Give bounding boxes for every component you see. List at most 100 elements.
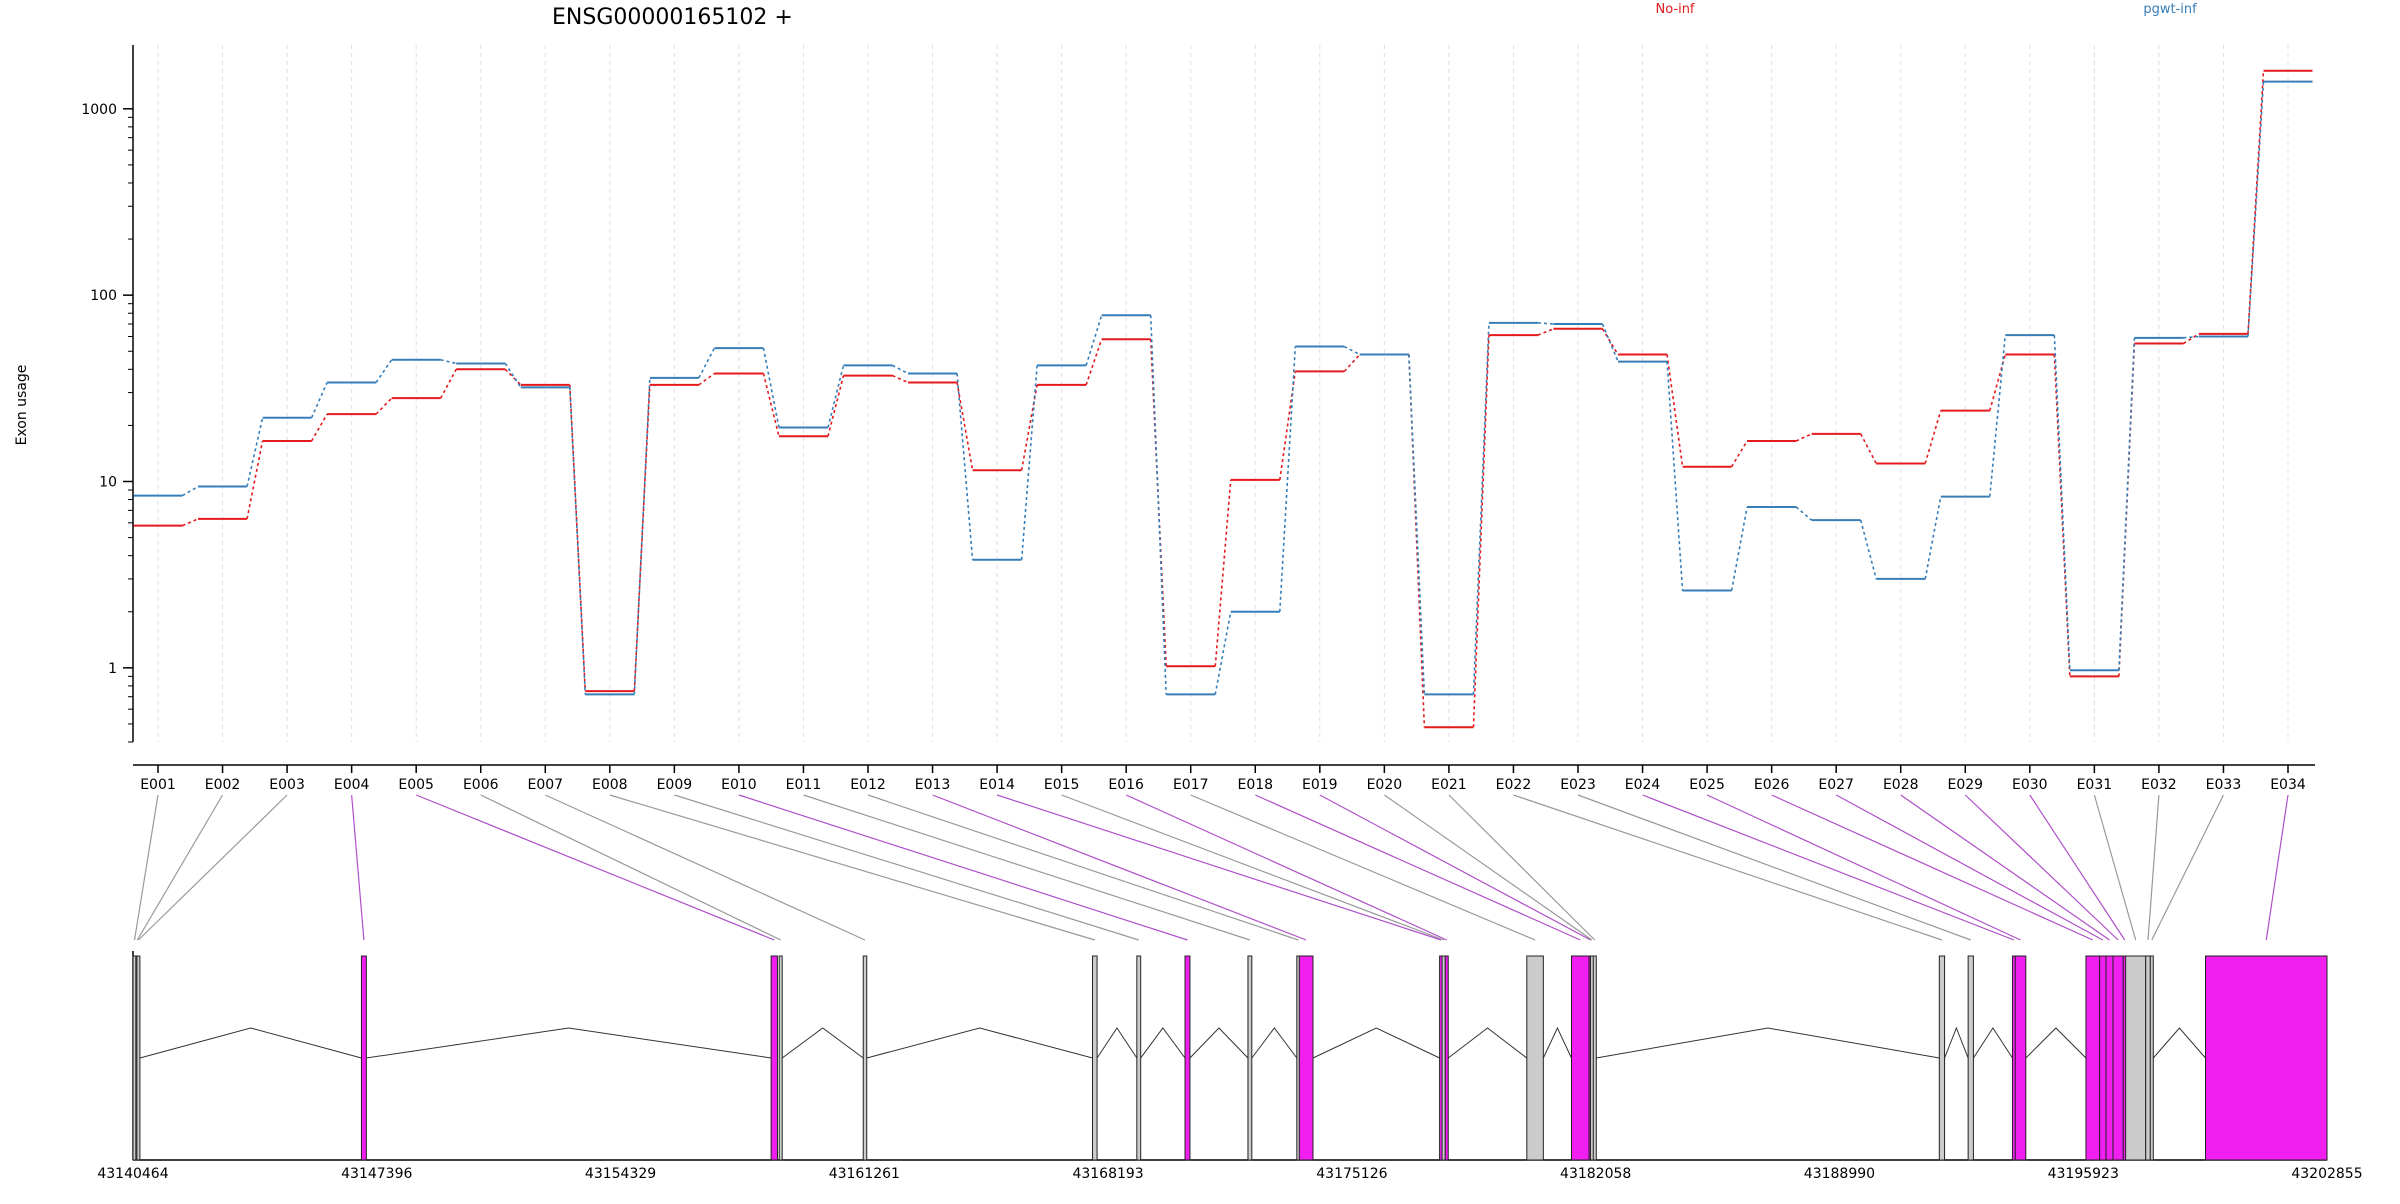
x-tick-label: E017 (1173, 777, 1209, 793)
intron-line (781, 1027, 864, 1059)
intron-line (1312, 1027, 1440, 1059)
exon-box-e018 (1570, 955, 1590, 1161)
x-tick-label: E027 (1818, 777, 1854, 793)
connector-e016 (1125, 794, 1447, 941)
connector-e003 (137, 794, 288, 941)
connector-e034 (2265, 794, 2289, 941)
connector-e008 (609, 794, 1095, 941)
connector-e019 (1319, 794, 1591, 941)
x-tick-label: E032 (2141, 777, 2177, 793)
intron-line (1944, 1026, 1969, 1059)
intron-line (1140, 1027, 1186, 1059)
connector-e017 (1190, 794, 1536, 941)
x-tick-label: E008 (592, 777, 628, 793)
x-tick-label: E030 (2012, 777, 2048, 793)
transition-line (633, 377, 651, 695)
connector-e012 (867, 794, 1299, 941)
x-tick-label: E003 (269, 777, 305, 793)
genomic-tick-label: 43140464 (97, 1166, 168, 1182)
series-pgwt-inf (133, 80, 2313, 696)
exon-box-e006 (778, 955, 783, 1161)
x-tick-label: E034 (2270, 777, 2306, 793)
exon-box-e021 (1592, 955, 1597, 1161)
x-tick-label: E020 (1367, 777, 1403, 793)
genomic-tick-label: 43154329 (585, 1166, 656, 1182)
connector-e025 (1706, 794, 2021, 941)
exon-box-e017 (1526, 955, 1544, 1161)
transition-line (1214, 611, 1232, 695)
x-tick-label: E015 (1044, 777, 1080, 793)
intron-line (1189, 1027, 1249, 1059)
intron-line (1972, 1027, 2013, 1059)
transition-line (1795, 433, 1812, 442)
exon-box-e033 (2149, 955, 2154, 1161)
connector-e013 (932, 794, 1307, 941)
x-tick-label: E033 (2206, 777, 2242, 793)
genomic-tick-label: 43175126 (1316, 1166, 1387, 1182)
intron-line (139, 1027, 362, 1059)
transition-line (1730, 506, 1748, 591)
x-tick-label: E031 (2077, 777, 2113, 793)
exon-box-e029 (2112, 955, 2124, 1161)
x-tick-label: E024 (1625, 777, 1661, 793)
transition-line (375, 359, 393, 383)
exon-box-e026 (2085, 955, 2101, 1161)
connector-e014 (996, 794, 1442, 941)
transition-line (1085, 338, 1103, 386)
transition-line (892, 374, 909, 384)
x-tick-label: E019 (1302, 777, 1338, 793)
genomic-tick-label: 43161261 (829, 1166, 900, 1182)
chart-title: ENSG00000165102 + (552, 5, 793, 30)
connector-e023 (1577, 794, 1971, 941)
transition-line (827, 375, 845, 437)
transition-line (440, 368, 457, 399)
transition-line (2183, 335, 2199, 339)
gene-model: 43140464 43147396 43154329 43161261 43168193… (97, 951, 2363, 1182)
exon-box-e027 (2099, 955, 2107, 1161)
x-tick-label: E001 (140, 777, 176, 793)
transition-line (182, 485, 199, 497)
connector-e020 (1384, 794, 1593, 941)
connector-e027 (1835, 794, 2104, 941)
exon-box-e009 (1136, 955, 1142, 1161)
transition-line (375, 397, 393, 415)
transition-line (1020, 384, 1038, 471)
transition-line (1472, 322, 1490, 695)
connector-e021 (1448, 794, 1596, 941)
x-tick-label: E029 (1947, 777, 1983, 793)
connector-e024 (1642, 794, 2015, 941)
exon-box-e004 (360, 955, 367, 1161)
transition-line (1537, 322, 1554, 325)
x-tick-label: E014 (979, 777, 1015, 793)
exon-box-e023 (1967, 955, 1974, 1161)
transition-line (762, 373, 780, 437)
connector-e018 (1255, 794, 1581, 941)
transition-line (440, 358, 457, 365)
connector-e006 (480, 794, 781, 941)
transition-line (182, 518, 199, 527)
transition-line (1859, 519, 1877, 580)
grid-layer (157, 45, 2289, 742)
genomic-tick-label: 43202855 (2291, 1166, 2362, 1182)
intron-line (2025, 1027, 2087, 1059)
x-tick-label: E010 (721, 777, 757, 793)
y-tick-label: 1 (108, 661, 117, 677)
transition-line (698, 372, 715, 386)
transition-line (2053, 335, 2071, 671)
genomic-tick-label: 43195923 (2048, 1166, 2119, 1182)
axis-layer: 1 10 100 1000 E001 E002 E003 E004 E005 E006 E007 E0… (81, 45, 2315, 793)
x-tick-label: E026 (1754, 777, 1790, 793)
exon-box-e011 (1247, 955, 1253, 1161)
connector-e032 (2147, 794, 2160, 941)
x-tick-label: E006 (463, 777, 499, 793)
x-tick-label: E021 (1431, 777, 1467, 793)
transition-line (1214, 479, 1232, 667)
y-tick-label: 10 (99, 475, 117, 491)
exon-box-e034 (2205, 955, 2328, 1161)
intron-line (1542, 1026, 1572, 1059)
transition-line (2183, 333, 2200, 345)
exon-box-e010 (1184, 955, 1191, 1161)
exon-box-e008 (1092, 955, 1098, 1161)
